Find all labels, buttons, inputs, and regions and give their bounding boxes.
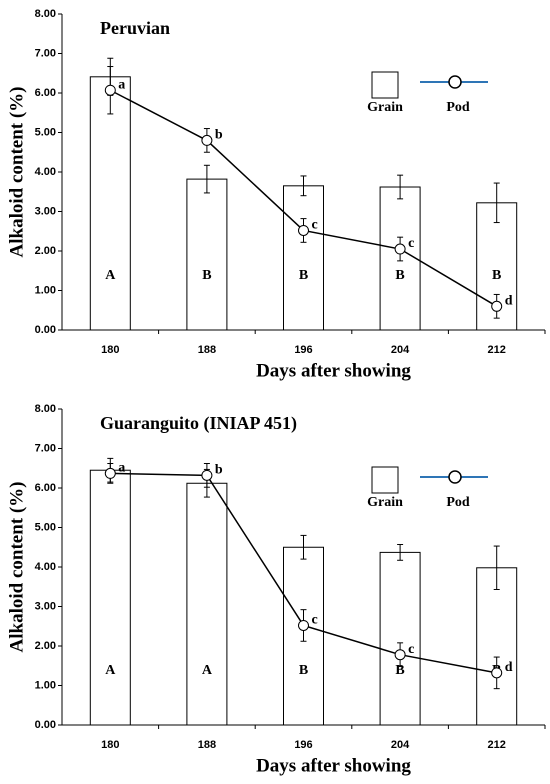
pod-point: [491, 667, 503, 679]
y-tick-label: 5.00: [35, 126, 56, 138]
legend-label: Grain: [367, 495, 403, 510]
y-tick-label: 2.00: [35, 245, 56, 257]
bar-letter: B: [202, 268, 211, 283]
bar-letter: A: [105, 663, 116, 678]
chart-title: Guaranguito (INIAP 451): [100, 413, 297, 434]
pod-point: [394, 243, 406, 255]
y-tick-label: 4.00: [35, 166, 56, 178]
bar-letter: B: [492, 268, 501, 283]
x-tick-label: 180: [101, 344, 119, 356]
point-letter: a: [118, 461, 125, 476]
bar-letter: B: [299, 663, 308, 678]
bar: [89, 469, 131, 726]
error-bar: [493, 545, 500, 591]
pod-point: [201, 469, 213, 481]
y-tick-label: 6.00: [35, 87, 56, 99]
y-tick-label: 7.00: [35, 442, 56, 454]
y-tick-label: 7.00: [35, 47, 56, 59]
legend-swatch: [371, 71, 399, 99]
error-bar: [300, 175, 307, 197]
y-tick-label: 4.00: [35, 561, 56, 573]
point-letter: b: [215, 463, 223, 478]
bar: [379, 551, 421, 726]
x-axis-title: Days after showing: [256, 360, 411, 381]
point-letter: a: [118, 77, 125, 92]
error-bar: [493, 182, 500, 224]
bar: [186, 178, 228, 331]
pod-point: [491, 300, 503, 312]
point-letter: d: [505, 660, 513, 675]
bar: [89, 76, 131, 331]
point-letter: c: [408, 236, 414, 251]
x-tick-label: 204: [391, 739, 410, 751]
bar-letter: B: [395, 268, 404, 283]
bar: [476, 567, 518, 726]
y-tick-label: 1.00: [35, 284, 56, 296]
point-letter: d: [505, 294, 513, 309]
error-bar: [203, 164, 210, 194]
y-tick-label: 3.00: [35, 600, 56, 612]
x-tick-label: 180: [101, 739, 119, 751]
pod-point: [394, 649, 406, 661]
x-tick-label: 212: [488, 739, 506, 751]
bar: [283, 185, 324, 331]
y-axis-title: Alkaloid content (%): [6, 482, 27, 653]
x-tick-label: 212: [488, 344, 506, 356]
chart-title: Peruvian: [100, 18, 170, 38]
y-tick-label: 1.00: [35, 679, 56, 691]
bar-letter: B: [299, 268, 308, 283]
y-tick-label: 5.00: [35, 521, 56, 533]
y-tick-label: 8.00: [35, 403, 56, 415]
y-tick-label: 8.00: [35, 8, 56, 20]
legend-marker: [448, 470, 462, 484]
x-tick-label: 196: [294, 344, 312, 356]
pod-point: [201, 134, 213, 146]
point-letter: c: [312, 613, 318, 628]
bar: [186, 482, 228, 726]
y-tick-label: 2.00: [35, 640, 56, 652]
y-tick-label: 0.00: [35, 324, 56, 336]
x-tick-label: 188: [198, 344, 216, 356]
error-bar: [300, 534, 307, 560]
chart-panel: Guaranguito (INIAP 451) Alkaloid content …: [6, 403, 546, 776]
bar: [476, 202, 518, 331]
y-tick-label: 0.00: [35, 719, 56, 731]
legend-swatch: [371, 466, 399, 494]
legend-label: Pod: [446, 495, 470, 510]
error-bar: [397, 174, 404, 200]
legend-label: Grain: [367, 100, 403, 115]
legend-marker: [448, 75, 462, 89]
x-tick-label: 196: [294, 739, 312, 751]
x-tick-label: 204: [391, 344, 410, 356]
y-tick-label: 6.00: [35, 482, 56, 494]
point-letter: b: [215, 128, 223, 143]
x-axis-title: Days after showing: [256, 755, 411, 776]
legend-label: Pod: [446, 100, 470, 115]
y-axis-title: Alkaloid content (%): [6, 87, 27, 258]
point-letter: c: [312, 218, 318, 233]
y-tick-label: 3.00: [35, 205, 56, 217]
error-bar: [397, 543, 404, 561]
chart-panel: Peruvian Alkaloid content (%) Days after s…: [6, 8, 546, 381]
pod-point: [104, 467, 116, 479]
x-tick-label: 188: [198, 739, 216, 751]
point-letter: c: [408, 642, 414, 657]
pod-point: [298, 224, 309, 236]
bar-letter: A: [105, 268, 116, 283]
pod-point: [104, 84, 116, 96]
bar-letter: A: [202, 663, 213, 678]
bar-letter: B: [395, 663, 404, 678]
pod-point: [298, 619, 309, 631]
